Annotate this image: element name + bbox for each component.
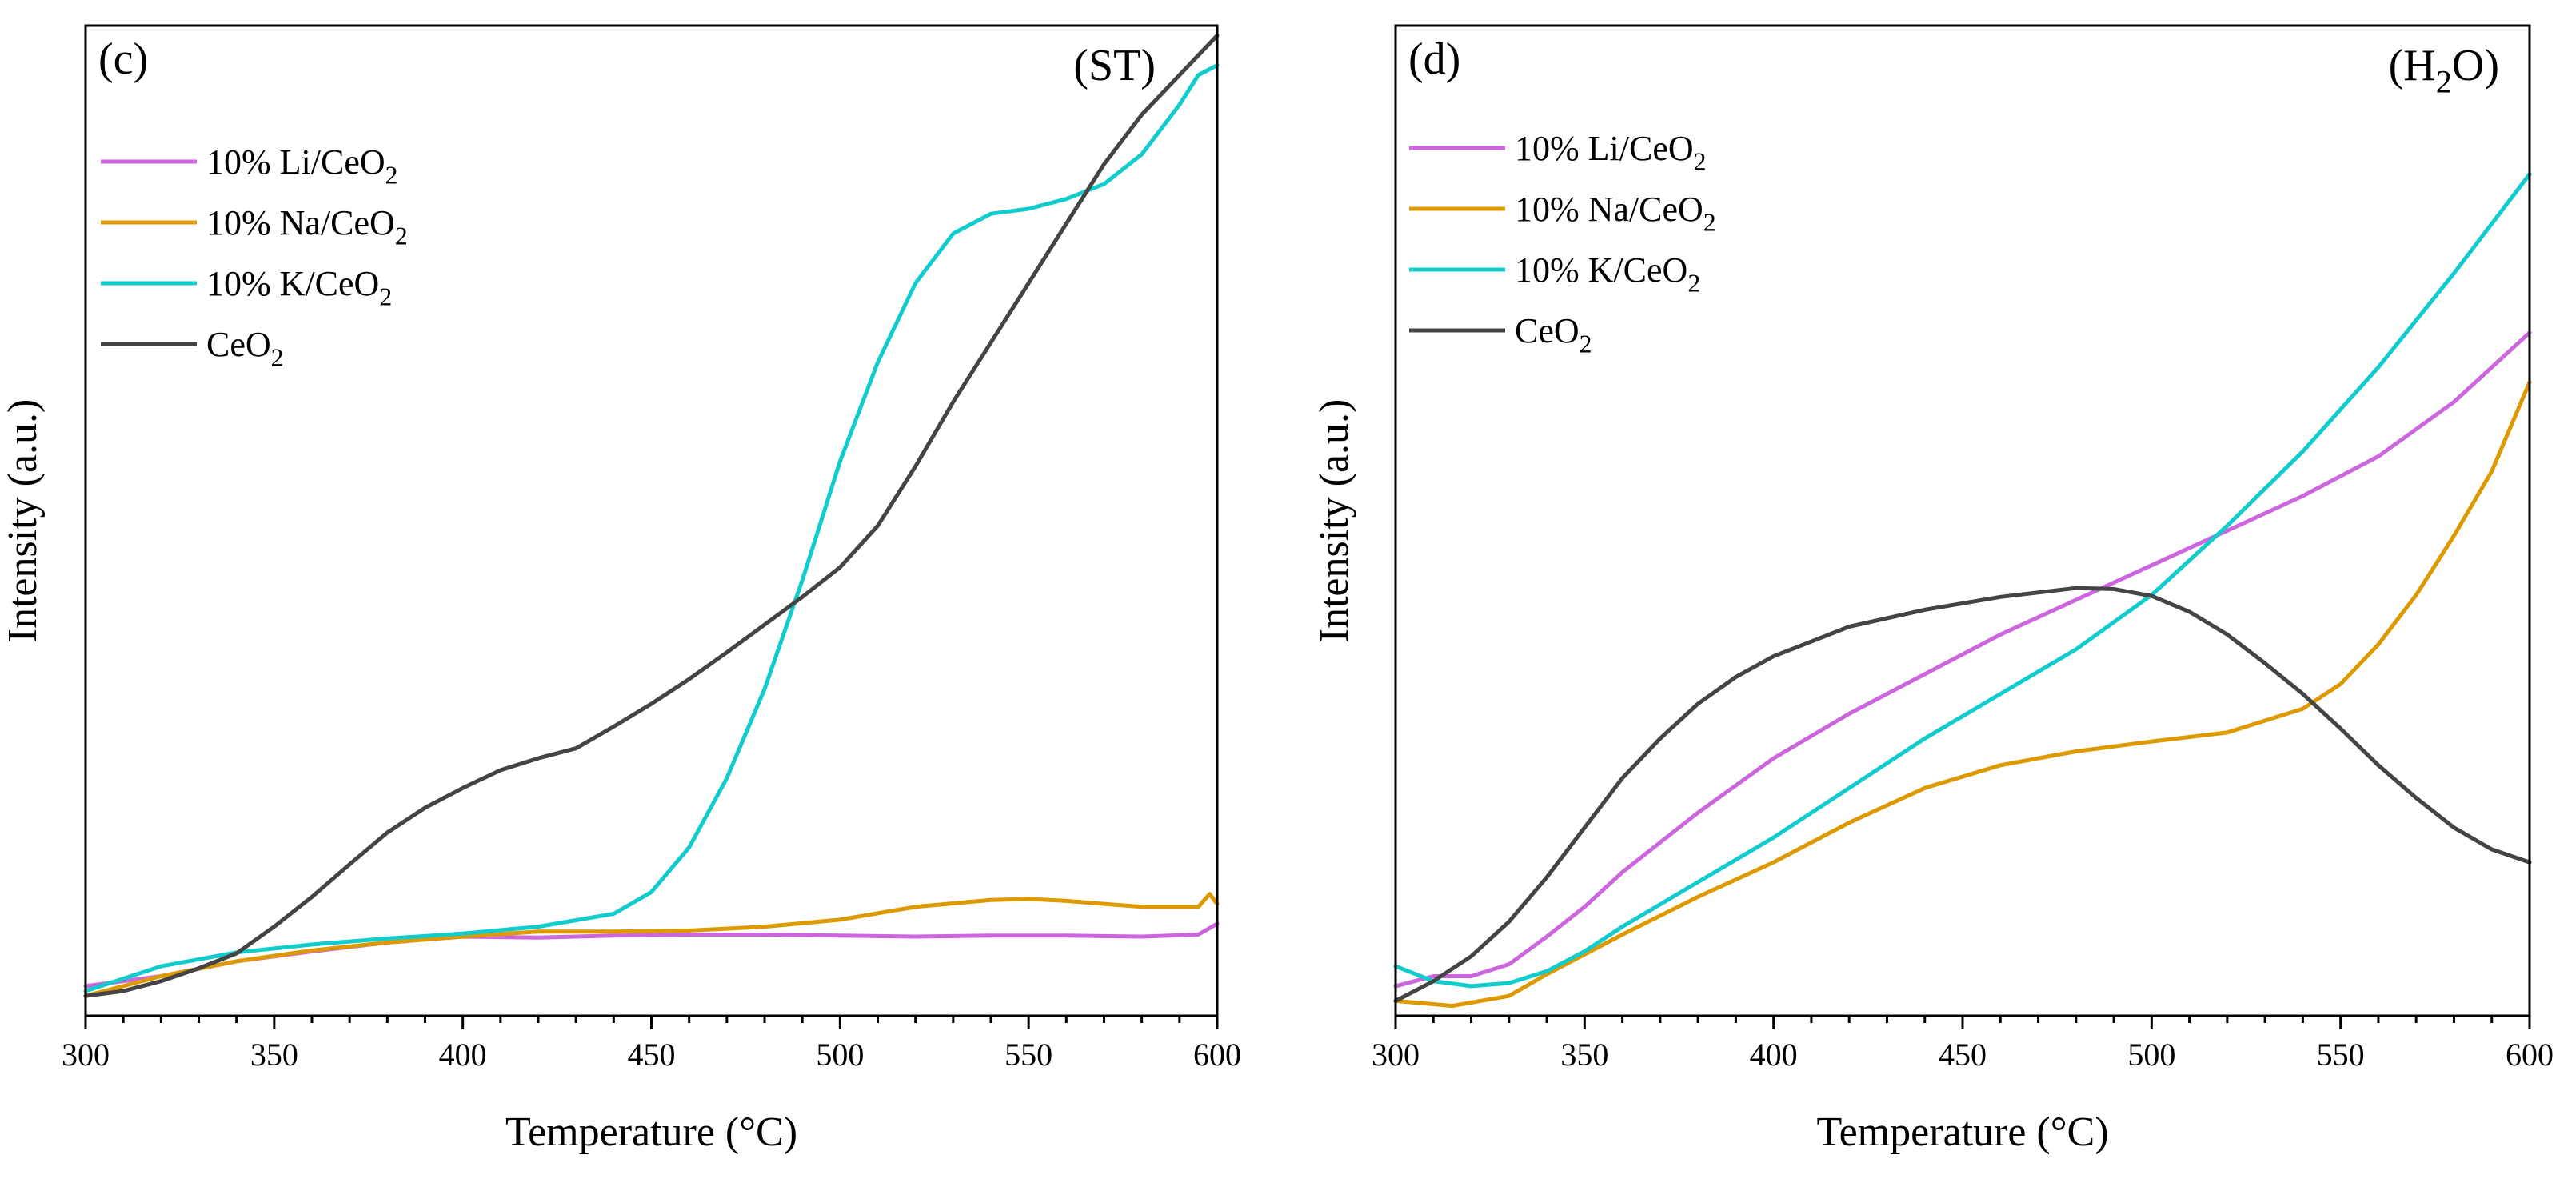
legend-item-ceo2: CeO2	[101, 325, 284, 371]
panel-label: (c)	[98, 34, 148, 84]
y-axis-title: Intensity (a.u.)	[1312, 399, 1357, 643]
legend-label-na: 10% Na/CeO2	[206, 203, 408, 250]
legend-label-k: 10% K/CeO2	[206, 264, 392, 310]
series-line-na	[1393, 380, 2532, 1009]
series-line-k	[83, 63, 1220, 993]
y-axis-title: Intensity (a.u.)	[0, 399, 46, 643]
x-tick-label: 600	[1193, 1037, 1241, 1073]
series-line-ceo2	[1393, 586, 2532, 1003]
x-tick-label: 500	[816, 1037, 864, 1073]
series-line-ceo2	[83, 33, 1220, 998]
x-tick-label: 350	[250, 1037, 298, 1073]
condition-label: (H2O)	[2389, 41, 2499, 100]
panel-c: 300 350 400 450 500 550 600 Temperature (°C) Int…	[0, 24, 1241, 1155]
legend-item-na: 10% Na/CeO2	[101, 203, 408, 250]
x-tick-label: 500	[2127, 1037, 2175, 1073]
x-tick-label: 550	[2317, 1037, 2365, 1073]
legend-label-ceo2: CeO2	[1515, 311, 1592, 358]
panel-d: 300 350 400 450 500 550 600 Temperature (°C) Int…	[1312, 24, 2554, 1155]
x-axis-title: Temperature (°C)	[505, 1109, 797, 1155]
condition-label: (ST)	[1073, 41, 1156, 90]
x-tick-label: 300	[1372, 1037, 1420, 1073]
legend-label-na: 10% Na/CeO2	[1515, 190, 1716, 236]
series-line-li	[1393, 330, 2532, 989]
legend-label-li: 10% Li/CeO2	[1515, 129, 1706, 175]
legend-item-k: 10% K/CeO2	[1409, 250, 1700, 297]
series-line-k	[1393, 172, 2532, 989]
x-tick-label: 550	[1004, 1037, 1052, 1073]
legend-item-li: 10% Li/CeO2	[101, 142, 397, 189]
legend-label-k: 10% K/CeO2	[1515, 250, 1700, 297]
x-tick-label: 400	[439, 1037, 487, 1073]
x-tick-label: 300	[62, 1037, 110, 1073]
x-axis-title: Temperature (°C)	[1816, 1109, 2108, 1155]
x-tick-label: 350	[1560, 1037, 1608, 1073]
legend-item-na: 10% Na/CeO2	[1409, 190, 1716, 236]
legend-item-k: 10% K/CeO2	[101, 264, 392, 310]
x-tick-label: 600	[2506, 1037, 2554, 1073]
panel-label: (d)	[1408, 34, 1460, 84]
series-line-na	[83, 892, 1220, 998]
legend-label-ceo2: CeO2	[206, 325, 284, 371]
plot-frame	[1394, 24, 2531, 1017]
x-tick-label: 450	[628, 1037, 676, 1073]
legend-item-li: 10% Li/CeO2	[1409, 129, 1706, 175]
legend-label-li: 10% Li/CeO2	[206, 142, 397, 189]
x-tick-label: 400	[1750, 1037, 1798, 1073]
x-tick-label: 450	[1939, 1037, 1987, 1073]
legend-item-ceo2: CeO2	[1409, 311, 1592, 358]
